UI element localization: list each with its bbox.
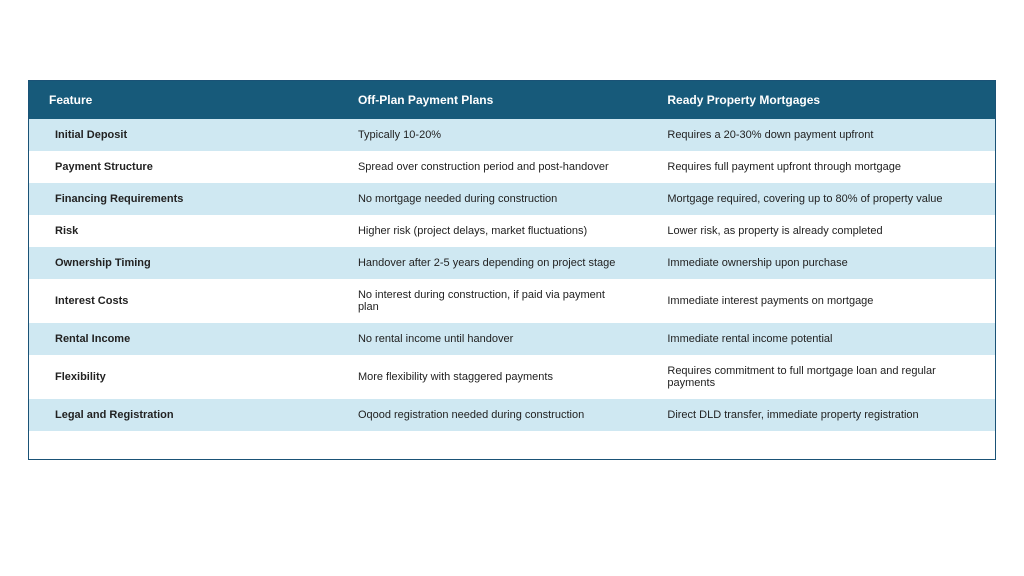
table-body: Initial Deposit Typically 10-20% Require…: [29, 119, 996, 459]
cell-ready: Direct DLD transfer, immediate property …: [647, 399, 995, 431]
table-row: Flexibility More flexibility with stagge…: [29, 355, 996, 399]
col-header-feature: Feature: [29, 81, 338, 120]
cell-ready: Immediate ownership upon purchase: [647, 247, 995, 279]
table-container: Feature Off-Plan Payment Plans Ready Pro…: [0, 0, 1024, 488]
cell-offplan: Oqood registration needed during constru…: [338, 399, 647, 431]
col-header-ready: Ready Property Mortgages: [647, 81, 995, 120]
table-row: Rental Income No rental income until han…: [29, 323, 996, 355]
table-header-row: Feature Off-Plan Payment Plans Ready Pro…: [29, 81, 996, 120]
cell-feature: Risk: [29, 215, 338, 247]
cell-offplan: No mortgage needed during construction: [338, 183, 647, 215]
col-header-offplan: Off-Plan Payment Plans: [338, 81, 647, 120]
cell-feature: Legal and Registration: [29, 399, 338, 431]
cell-offplan: Higher risk (project delays, market fluc…: [338, 215, 647, 247]
cell-feature: Flexibility: [29, 355, 338, 399]
cell-feature: Initial Deposit: [29, 119, 338, 151]
cell-feature: Rental Income: [29, 323, 338, 355]
cell-ready: Requires full payment upfront through mo…: [647, 151, 995, 183]
table-row: Ownership Timing Handover after 2-5 year…: [29, 247, 996, 279]
cell-ready: Mortgage required, covering up to 80% of…: [647, 183, 995, 215]
table-row: Interest Costs No interest during constr…: [29, 279, 996, 323]
table-row: Payment Structure Spread over constructi…: [29, 151, 996, 183]
table-row: Legal and Registration Oqood registratio…: [29, 399, 996, 431]
cell-ready: Immediate rental income potential: [647, 323, 995, 355]
cell-feature: Ownership Timing: [29, 247, 338, 279]
cell-ready: Requires a 20-30% down payment upfront: [647, 119, 995, 151]
cell-feature: Financing Requirements: [29, 183, 338, 215]
cell-offplan: More flexibility with staggered payments: [338, 355, 647, 399]
cell-ready: Immediate interest payments on mortgage: [647, 279, 995, 323]
cell-offplan: Spread over construction period and post…: [338, 151, 647, 183]
comparison-table: Feature Off-Plan Payment Plans Ready Pro…: [28, 80, 996, 460]
cell-offplan: No interest during construction, if paid…: [338, 279, 647, 323]
cell-ready: Requires commitment to full mortgage loa…: [647, 355, 995, 399]
cell-offplan: Typically 10-20%: [338, 119, 647, 151]
empty-cell: [29, 431, 338, 459]
cell-ready: Lower risk, as property is already compl…: [647, 215, 995, 247]
table-row: Initial Deposit Typically 10-20% Require…: [29, 119, 996, 151]
cell-feature: Payment Structure: [29, 151, 338, 183]
table-row: Risk Higher risk (project delays, market…: [29, 215, 996, 247]
table-row: Financing Requirements No mortgage neede…: [29, 183, 996, 215]
cell-offplan: Handover after 2-5 years depending on pr…: [338, 247, 647, 279]
cell-offplan: No rental income until handover: [338, 323, 647, 355]
empty-cell: [338, 431, 647, 459]
table-footer-row: [29, 431, 996, 459]
cell-feature: Interest Costs: [29, 279, 338, 323]
empty-cell: [647, 431, 995, 459]
